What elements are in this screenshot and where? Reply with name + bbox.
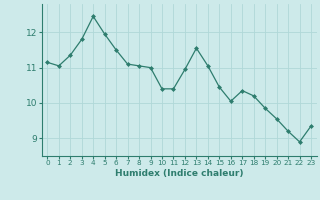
X-axis label: Humidex (Indice chaleur): Humidex (Indice chaleur): [115, 169, 244, 178]
